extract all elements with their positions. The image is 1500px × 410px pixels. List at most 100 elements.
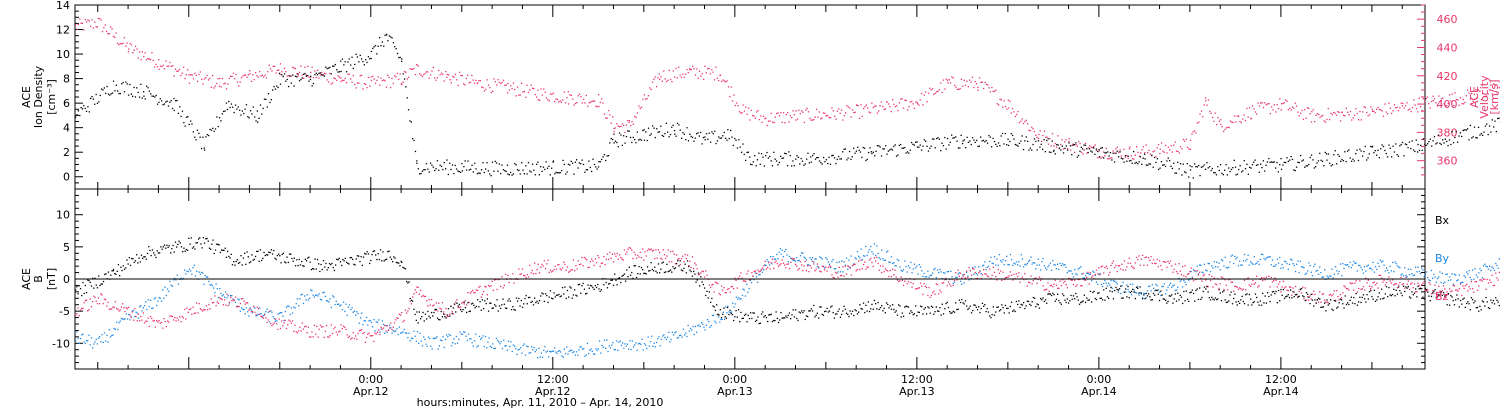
density-series-point	[857, 146, 859, 148]
density-series-point	[1433, 136, 1436, 138]
velocity-series-point	[1436, 105, 1438, 107]
density-series-point	[474, 162, 476, 164]
velocity-series-point	[125, 45, 127, 47]
by-series-point	[732, 302, 734, 304]
by-series-point	[1190, 270, 1192, 273]
by-series-point	[729, 312, 731, 314]
by-series-point	[1208, 263, 1210, 265]
density-series-point	[180, 115, 182, 118]
velocity-series-point	[1027, 123, 1029, 125]
density-series-point	[143, 95, 145, 97]
density-series-point	[424, 169, 426, 171]
velocity-series-point	[323, 72, 326, 74]
density-series-point	[1091, 151, 1093, 153]
bz-series-point	[1091, 276, 1093, 278]
by-series-point	[608, 345, 610, 347]
bz-series-point	[864, 261, 866, 263]
by-series-point	[1274, 265, 1276, 267]
by-series-point	[1049, 262, 1051, 264]
bz-series-point	[132, 319, 135, 321]
bz-series-point	[139, 320, 141, 322]
bz-series-point	[352, 332, 354, 334]
by-series-point	[418, 342, 420, 344]
density-series-point	[1497, 117, 1499, 120]
density-series-point	[789, 154, 791, 157]
velocity-series-point	[1258, 105, 1261, 107]
by-series-point	[378, 319, 380, 321]
bz-series-point	[402, 321, 404, 323]
velocity-series-point	[746, 113, 748, 115]
bz-series-point	[983, 269, 985, 271]
velocity-series-point	[87, 19, 89, 21]
density-series-point	[582, 163, 585, 166]
bz-series-point	[603, 256, 605, 258]
velocity-series-point	[231, 75, 233, 78]
velocity-series-point	[1204, 97, 1207, 99]
density-series-point	[955, 136, 957, 138]
bz-series-point	[226, 293, 228, 295]
density-series-point	[986, 142, 989, 144]
velocity-series-point	[607, 109, 610, 112]
by-series-point	[1341, 275, 1343, 277]
velocity-series-point	[1194, 130, 1196, 132]
bz-series-point	[421, 295, 423, 298]
velocity-series-point	[114, 36, 116, 39]
by-series-point	[1310, 271, 1312, 273]
density-series-point	[1018, 142, 1021, 144]
bz-series-point	[881, 271, 883, 274]
bz-series-point	[837, 276, 839, 278]
density-series-point	[279, 83, 282, 85]
density-series-point	[660, 125, 662, 127]
by-series-point	[689, 327, 692, 330]
velocity-series-point	[1227, 126, 1229, 128]
bz-series-point	[152, 320, 154, 322]
by-series-point	[1063, 264, 1065, 266]
by-series-point	[505, 345, 507, 347]
bz-series-point	[993, 271, 996, 273]
velocity-series-point	[1320, 115, 1323, 117]
bz-series-point	[809, 265, 811, 267]
by-series-point	[1094, 274, 1096, 276]
density-series-point	[87, 106, 89, 108]
x-tick-label-date: Apr.13	[899, 385, 935, 398]
bz-series-point	[166, 320, 169, 322]
density-series-point	[1397, 155, 1400, 157]
velocity-series-point	[658, 73, 660, 75]
bz-series-point	[987, 276, 990, 278]
by-series-point	[210, 283, 212, 286]
by-series-point	[1228, 266, 1230, 268]
bz-series-point	[660, 257, 662, 259]
by-series-point	[562, 356, 564, 358]
by-series-point	[1469, 276, 1471, 279]
velocity-series-point	[721, 80, 723, 83]
by-series-point	[1480, 270, 1482, 272]
density-series-point	[1285, 161, 1287, 164]
velocity-series-point	[1282, 102, 1284, 105]
by-series-point	[865, 245, 867, 248]
velocity-series-point	[505, 84, 507, 86]
bz-series-point	[423, 295, 425, 298]
bottom-y-tick-label: 0	[63, 273, 70, 286]
velocity-series-point	[1449, 94, 1451, 96]
velocity-series-point	[1198, 121, 1200, 123]
velocity-series-point	[624, 131, 626, 134]
velocity-series-point	[609, 114, 611, 116]
velocity-series-point	[151, 52, 153, 54]
by-series-point	[993, 256, 996, 258]
by-series-point	[1218, 262, 1220, 264]
bz-series-point	[872, 265, 874, 267]
velocity-series-point	[580, 96, 582, 98]
density-series-point	[1316, 162, 1318, 164]
density-series-point	[1353, 160, 1355, 162]
density-series-point	[595, 166, 597, 168]
by-series-point	[1464, 276, 1466, 278]
bz-series-point	[124, 310, 126, 313]
density-series-point	[1213, 172, 1215, 174]
velocity-series-point	[227, 83, 229, 85]
velocity-series-point	[127, 51, 130, 53]
bz-series-point	[1042, 285, 1044, 287]
density-series-point	[1293, 169, 1295, 171]
velocity-series-point	[941, 91, 943, 94]
density-series-point	[818, 160, 821, 162]
density-series-point	[185, 116, 188, 118]
